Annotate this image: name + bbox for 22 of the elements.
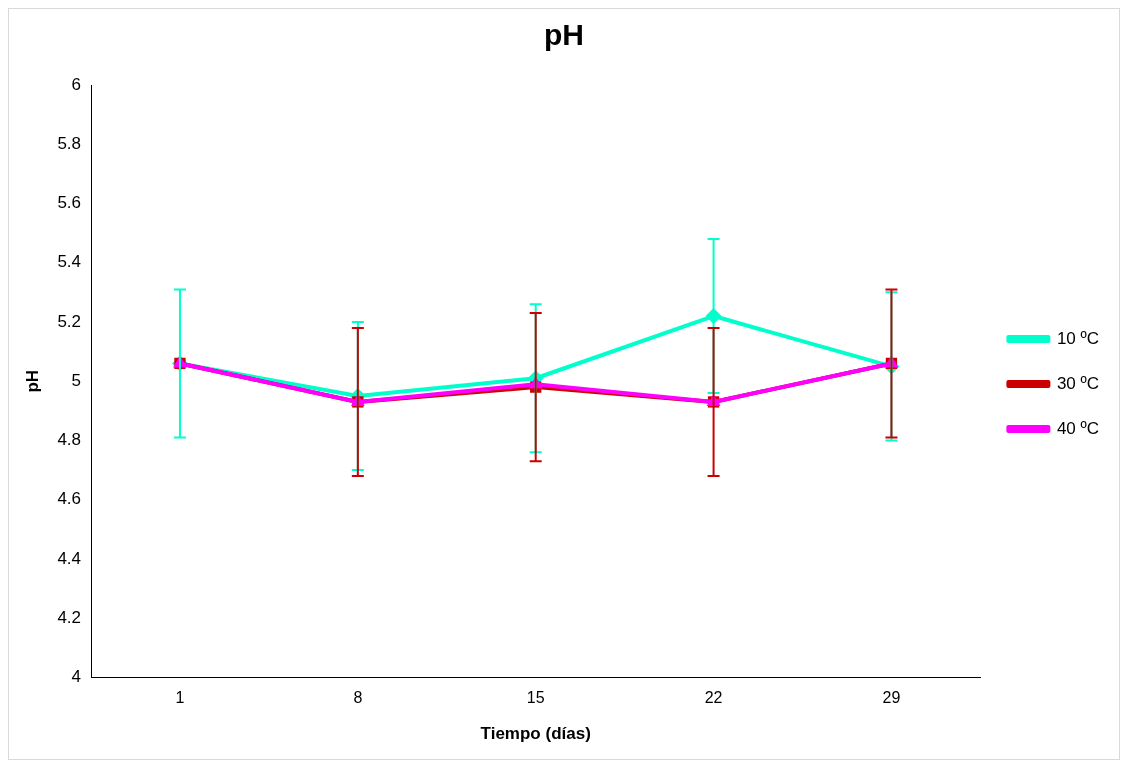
- y-tick-label: 5: [71, 370, 82, 390]
- x-tick-label: 22: [704, 689, 723, 707]
- y-tick-label: 6: [71, 74, 82, 94]
- legend-label: 10 ºC: [1056, 328, 1100, 348]
- x-tick-label: 15: [526, 689, 545, 707]
- x-tick-label: 1: [175, 689, 185, 707]
- y-tick-label: 5.6: [57, 193, 82, 213]
- y-tick-label: 4.8: [57, 430, 82, 450]
- y-tick-label: 5.4: [57, 252, 82, 272]
- legend-label: 30 ºC: [1056, 373, 1100, 393]
- y-tick-label: 5.2: [57, 311, 82, 331]
- y-tick-label: 4: [71, 667, 82, 687]
- y-axis-title: pH: [22, 369, 42, 393]
- y-tick-label: 5.8: [57, 133, 82, 153]
- chart-title: pH: [544, 18, 584, 52]
- x-tick-label: 29: [882, 689, 901, 707]
- x-axis-title: Tiempo (días): [480, 724, 591, 744]
- x-tick-label: 8: [353, 689, 363, 707]
- y-tick-label: 4.6: [57, 489, 82, 509]
- legend-label: 40 ºC: [1056, 418, 1100, 438]
- y-tick-label: 4.2: [57, 607, 82, 627]
- y-tick-label: 4.4: [57, 548, 82, 568]
